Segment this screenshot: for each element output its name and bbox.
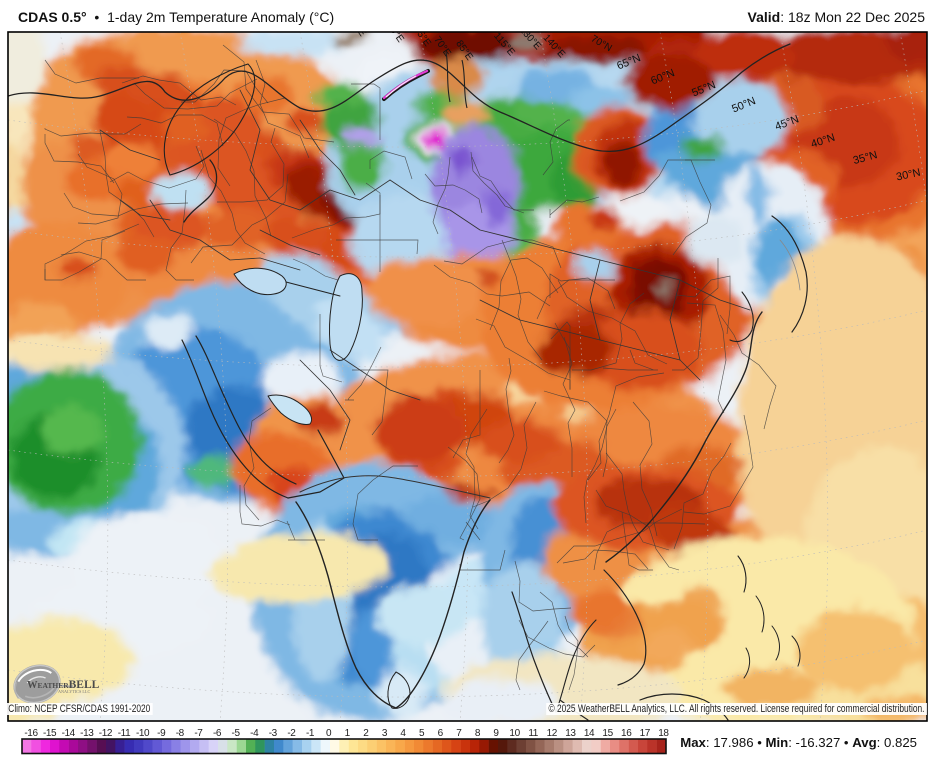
svg-text:-2: -2 (287, 728, 296, 739)
svg-text:12: 12 (547, 728, 558, 739)
svg-text:11: 11 (528, 728, 538, 739)
svg-text:16: 16 (621, 728, 632, 739)
svg-text:14: 14 (584, 728, 595, 739)
svg-text:-1: -1 (306, 728, 315, 739)
svg-text:7: 7 (456, 728, 462, 739)
svg-text:2: 2 (363, 728, 369, 739)
svg-text:9: 9 (493, 728, 499, 739)
svg-text:-11: -11 (118, 728, 131, 739)
svg-text:-15: -15 (43, 728, 57, 739)
svg-text:-5: -5 (232, 728, 241, 739)
svg-text:-3: -3 (269, 728, 278, 739)
svg-text:-12: -12 (99, 728, 113, 739)
svg-text:30°N: 30°N (895, 167, 922, 184)
svg-text:WEATHERBELL: WEATHERBELL (27, 679, 100, 691)
svg-text:-16: -16 (24, 728, 38, 739)
svg-text:-14: -14 (62, 728, 76, 739)
svg-text:10: 10 (509, 728, 520, 739)
svg-text:15: 15 (602, 728, 613, 739)
svg-text:13: 13 (565, 728, 576, 739)
svg-text:-8: -8 (176, 728, 185, 739)
svg-text:4: 4 (400, 728, 406, 739)
svg-text:-4: -4 (250, 728, 259, 739)
svg-text:3: 3 (382, 728, 388, 739)
svg-text:-10: -10 (136, 728, 150, 739)
svg-text:0: 0 (326, 728, 332, 739)
svg-text:-9: -9 (157, 728, 166, 739)
svg-text:8: 8 (475, 728, 481, 739)
svg-text:1: 1 (345, 728, 351, 739)
svg-text:-7: -7 (194, 728, 203, 739)
svg-text:5: 5 (419, 728, 425, 739)
svg-text:35°E: 35°E (346, 14, 368, 38)
svg-text:18: 18 (658, 728, 669, 739)
svg-text:-6: -6 (213, 728, 222, 739)
svg-text:-13: -13 (80, 728, 94, 739)
svg-text:6: 6 (438, 728, 444, 739)
svg-text:17: 17 (640, 728, 651, 739)
svg-text:ANALYTICS LLC: ANALYTICS LLC (58, 689, 90, 694)
